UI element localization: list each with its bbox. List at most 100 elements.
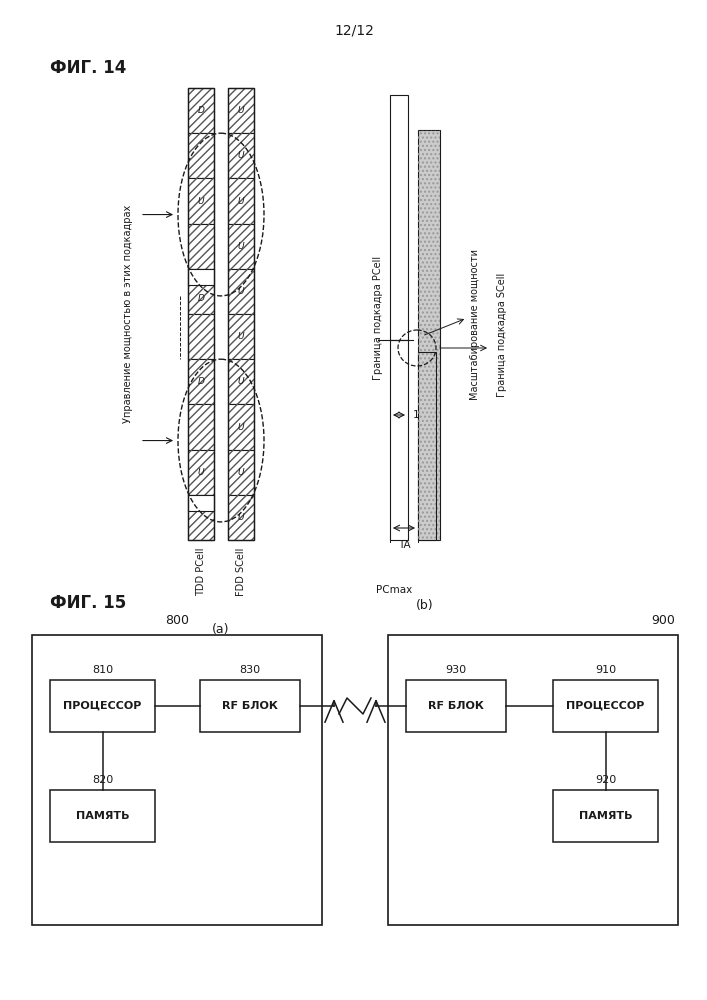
Bar (228, 88, 254, 133)
Bar (406, 680, 506, 732)
Bar (228, 404, 254, 450)
Bar (188, 224, 214, 269)
Text: U: U (238, 196, 245, 206)
Bar (188, 269, 214, 314)
Bar (228, 224, 254, 269)
Bar (228, 178, 254, 224)
Text: 820: 820 (92, 775, 113, 785)
Text: ФИГ. 14: ФИГ. 14 (50, 59, 127, 77)
Bar (228, 88, 254, 540)
Bar (188, 450, 214, 495)
Text: ПРОЦЕССОР: ПРОЦЕССОР (64, 701, 141, 711)
Text: 910: 910 (595, 665, 616, 675)
Bar (228, 269, 254, 314)
Text: 930: 930 (445, 665, 467, 675)
Text: ПАМЯТЬ: ПАМЯТЬ (579, 811, 632, 821)
Bar (228, 495, 254, 540)
Text: TDD PCell: TDD PCell (196, 548, 206, 596)
Bar (188, 269, 214, 314)
Text: U: U (238, 332, 245, 341)
Bar (188, 404, 214, 450)
Bar (418, 130, 440, 540)
Text: U: U (198, 196, 204, 206)
Bar (188, 359, 214, 404)
Bar (390, 340, 408, 540)
Bar (390, 95, 408, 340)
Text: U: U (238, 287, 245, 296)
Text: ПАМЯТЬ: ПАМЯТЬ (76, 811, 129, 821)
Bar (228, 314, 254, 359)
Bar (553, 680, 658, 732)
Bar (228, 133, 254, 178)
Bar (188, 314, 214, 359)
Bar (188, 133, 214, 178)
Bar (188, 133, 214, 178)
Bar (418, 352, 436, 540)
Bar (228, 224, 254, 269)
Text: U: U (198, 468, 204, 477)
Bar (188, 450, 214, 495)
Text: 12/12: 12/12 (334, 23, 374, 37)
Bar (188, 269, 214, 285)
Bar (388, 635, 678, 925)
Text: (a): (a) (212, 624, 230, 637)
Bar (553, 790, 658, 842)
Bar (418, 352, 436, 540)
Text: TA: TA (397, 540, 410, 550)
Text: RF БЛОК: RF БЛОК (428, 701, 484, 711)
Text: 800: 800 (165, 613, 189, 626)
Text: U: U (238, 377, 245, 386)
Text: U: U (238, 151, 245, 160)
Bar (228, 314, 254, 359)
Bar (228, 495, 254, 540)
Text: 920: 920 (595, 775, 616, 785)
Text: ПРОЦЕССОР: ПРОЦЕССОР (566, 701, 645, 711)
Text: D: D (197, 106, 204, 115)
Text: FDD SCell: FDD SCell (236, 548, 246, 596)
Bar (228, 450, 254, 495)
Text: D: D (197, 294, 204, 303)
Text: U: U (238, 422, 245, 432)
Text: Граница подкадра PCell: Граница подкадра PCell (373, 255, 383, 380)
Bar (188, 495, 214, 511)
Bar (188, 359, 214, 404)
Text: Граница подкадра SCell: Граница подкадра SCell (497, 273, 507, 397)
Bar (188, 178, 214, 224)
Bar (228, 88, 254, 133)
Bar (188, 88, 214, 540)
Text: Масштабирование мощности: Масштабирование мощности (470, 249, 480, 400)
Bar (228, 269, 254, 314)
Text: RF БЛОК: RF БЛОК (222, 701, 278, 711)
Text: U: U (238, 242, 245, 251)
Bar (188, 224, 214, 269)
Text: Управление мощностью в этих подкадрах: Управление мощностью в этих подкадрах (123, 205, 133, 423)
Bar (418, 130, 440, 540)
Text: 1 мс: 1 мс (413, 410, 436, 420)
Text: 900: 900 (651, 613, 675, 626)
Text: ФИГ. 15: ФИГ. 15 (50, 594, 127, 612)
Bar (188, 178, 214, 224)
Bar (188, 495, 214, 540)
Text: D: D (197, 377, 204, 386)
Text: 810: 810 (92, 665, 113, 675)
Text: U: U (238, 106, 245, 115)
Bar (32, 635, 322, 925)
Text: 830: 830 (240, 665, 261, 675)
Bar (50, 680, 155, 732)
Text: U: U (238, 513, 245, 522)
Bar (228, 450, 254, 495)
Bar (228, 178, 254, 224)
Bar (228, 133, 254, 178)
Bar (188, 495, 214, 540)
Bar (228, 359, 254, 404)
Bar (188, 404, 214, 450)
Bar (188, 88, 214, 133)
Text: (b): (b) (416, 598, 434, 611)
Bar (188, 88, 214, 133)
Bar (228, 404, 254, 450)
Text: PCmax: PCmax (376, 585, 412, 595)
Bar (228, 359, 254, 404)
Bar (200, 680, 300, 732)
Text: U: U (238, 468, 245, 477)
Bar (188, 314, 214, 359)
